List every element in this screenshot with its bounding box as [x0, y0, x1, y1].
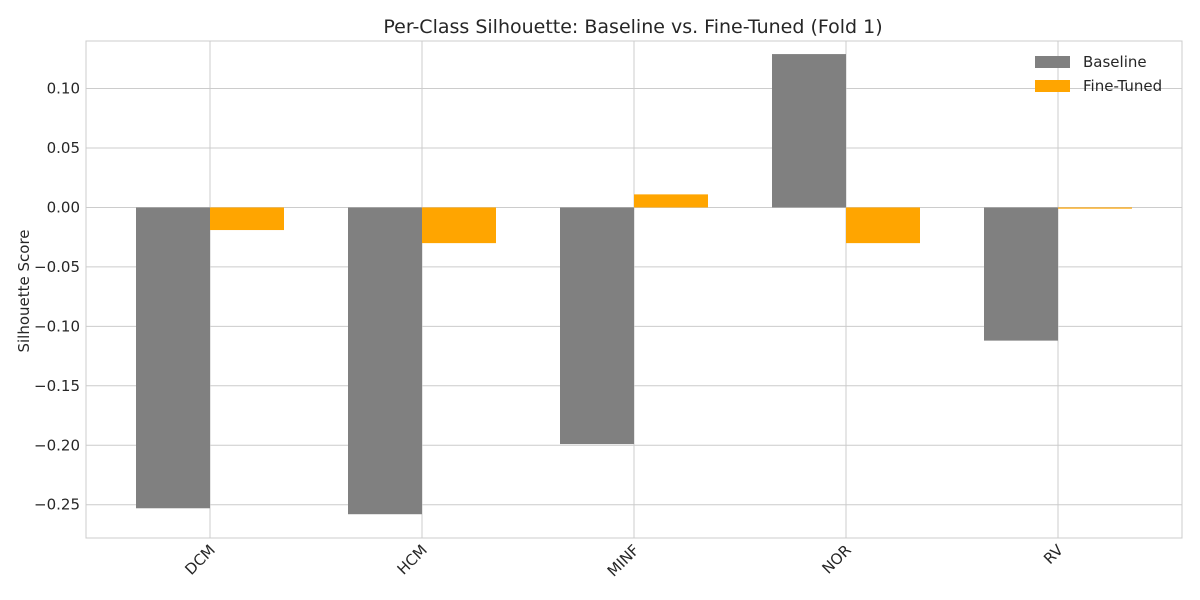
x-tick-labels: DCM HCM MINF NOR RV [181, 541, 1067, 581]
y-tick-label: −0.20 [34, 436, 80, 454]
legend-label: Baseline [1083, 53, 1147, 71]
y-tick-label: −0.15 [34, 377, 80, 395]
bar-baseline-minf [560, 207, 634, 445]
x-tick-label: NOR [818, 541, 854, 577]
y-tick-label: −0.10 [34, 317, 80, 335]
bars [136, 54, 1132, 515]
bar-baseline-dcm [136, 207, 210, 509]
x-tick-label: DCM [181, 541, 218, 578]
x-tick-label: RV [1040, 541, 1067, 568]
bar-baseline-rv [984, 207, 1058, 341]
y-tick-label: 0.00 [47, 198, 80, 216]
plot-frame [85, 40, 1183, 539]
legend-label: Fine-Tuned [1083, 77, 1162, 95]
legend: Baseline Fine-Tuned [1035, 53, 1162, 95]
y-tick-label: 0.10 [47, 80, 80, 98]
bar-baseline-nor [772, 54, 846, 208]
bar-baseline-hcm [348, 207, 422, 515]
bar-fine-tuned-dcm [210, 207, 284, 231]
y-tick-label: −0.05 [34, 258, 80, 276]
y-tick-label: 0.05 [47, 139, 80, 157]
legend-swatch [1035, 56, 1070, 68]
y-axis-label: Silhouette Score [15, 229, 33, 352]
y-tick-labels: 0.10 0.05 0.00 −0.05 −0.10 −0.15 −0.20 −0.25 [34, 80, 80, 514]
bar-fine-tuned-nor [846, 207, 920, 244]
legend-swatch [1035, 80, 1070, 92]
bar-fine-tuned-rv [1058, 207, 1132, 209]
chart-title: Per-Class Silhouette: Baseline vs. Fine-… [383, 16, 882, 38]
y-tick-label: −0.25 [34, 496, 80, 514]
x-tick-label: HCM [394, 541, 431, 578]
x-tick-label: MINF [604, 541, 643, 580]
bar-fine-tuned-hcm [422, 207, 496, 244]
bar-fine-tuned-minf [634, 194, 708, 208]
